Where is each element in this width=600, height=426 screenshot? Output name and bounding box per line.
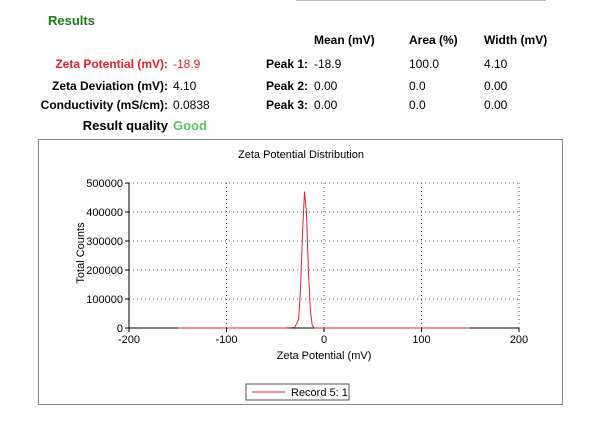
y-tick-label: 100000 — [86, 294, 123, 306]
axis-layer: -200 -100 0 100 200 0 100000 200000 300000 400000… — [86, 178, 528, 346]
zeta-deviation-value: 4.10 — [173, 79, 197, 93]
chart-panel: Zeta Potential Distribution -200 -100 0 100… — [38, 139, 563, 405]
y-axis-label: Total Counts — [75, 222, 87, 284]
series-layer — [177, 191, 471, 329]
conductivity-value: 0.0838 — [173, 98, 210, 112]
grid-layer — [129, 182, 520, 328]
x-axis-label: Zeta Potential (mV) — [277, 350, 372, 362]
peak-2-width: 0.00 — [484, 79, 508, 93]
series-line — [177, 191, 471, 329]
zeta-distribution-chart: Zeta Potential Distribution -200 -100 0 100… — [75, 149, 528, 401]
result-quality-label: Result quality — [82, 118, 168, 133]
peak-3-mean: 0.00 — [314, 98, 338, 112]
y-tick-label: 300000 — [86, 236, 123, 248]
y-tick-label: 500000 — [86, 178, 123, 190]
peak-3-width: 0.00 — [484, 98, 508, 112]
peak-1-mean: -18.9 — [314, 57, 342, 71]
legend: Record 5: 1 — [245, 383, 350, 401]
legend-box — [245, 383, 350, 401]
y-tick-label: 400000 — [86, 207, 123, 219]
peak-1-label: Peak 1: — [266, 57, 309, 71]
mean-header: Mean (mV) — [314, 33, 375, 47]
peak-2-area: 0.0 — [409, 79, 426, 93]
peak-1-width: 4.10 — [484, 57, 508, 71]
legend-label: Record 5: 1 — [291, 387, 348, 399]
peak-2-label: Peak 2: — [266, 79, 309, 93]
peak-1-area: 100.0 — [409, 57, 440, 71]
results-title: Results — [48, 13, 95, 28]
x-tick-label: 100 — [412, 334, 430, 346]
peak-3-label: Peak 3: — [266, 98, 309, 112]
width-header: Width (mV) — [484, 33, 548, 47]
x-tick-label: 200 — [510, 334, 528, 346]
zeta-potential-label: Zeta Potential (mV): — [55, 57, 168, 71]
x-tick-label: -100 — [215, 334, 237, 346]
header-divider — [296, 0, 546, 1]
x-tick-label: 0 — [321, 334, 327, 346]
chart-title: Zeta Potential Distribution — [238, 149, 364, 161]
peak-3-area: 0.0 — [409, 98, 426, 112]
zeta-deviation-label: Zeta Deviation (mV): — [51, 79, 168, 93]
peak-2-mean: 0.00 — [314, 79, 338, 93]
x-tick-label: -200 — [118, 334, 140, 346]
result-quality-value: Good — [173, 118, 207, 133]
y-tick-label: 200000 — [86, 265, 123, 277]
conductivity-label: Conductivity (mS/cm): — [40, 98, 168, 112]
area-header: Area (%) — [409, 33, 458, 47]
y-tick-label: 0 — [117, 323, 123, 335]
zeta-potential-value: -18.9 — [173, 57, 201, 71]
